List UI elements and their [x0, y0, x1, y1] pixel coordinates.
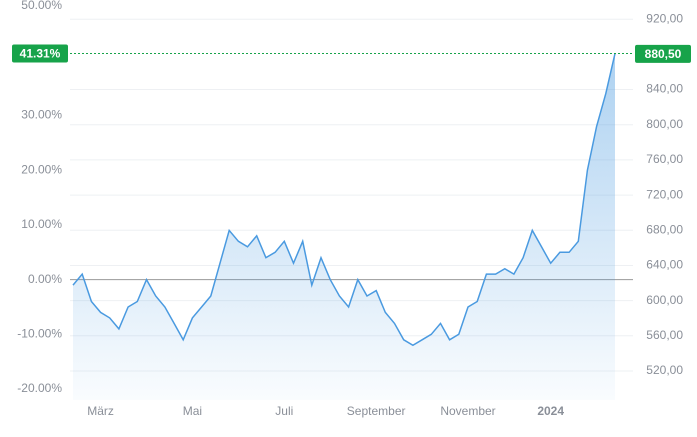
last-price-label: 880,50 [645, 47, 682, 61]
y2-tick-label: 520,00 [646, 363, 683, 377]
x-tick-label: November [440, 404, 495, 418]
y2-tick-label: 720,00 [646, 187, 683, 201]
x-tick-label: Juli [275, 404, 293, 418]
y2-tick-label: 600,00 [646, 293, 683, 307]
y2-tick-label: 920,00 [646, 11, 683, 25]
y-tick-label: 50.00% [21, 0, 62, 12]
y2-tick-label: 800,00 [646, 117, 683, 131]
y-tick-label: -20.00% [17, 381, 62, 395]
y2-tick-label: 840,00 [646, 82, 683, 96]
last-price-box [635, 44, 691, 63]
x-tick-label: März [87, 404, 114, 418]
area-fill [73, 53, 615, 400]
x-tick-label: 2024 [537, 404, 564, 418]
y2-tick-label: 760,00 [646, 152, 683, 166]
y2-tick-label: 680,00 [646, 222, 683, 236]
x-tick-label: September [347, 404, 406, 418]
y-tick-label: 10.00% [21, 217, 62, 231]
y-tick-label: 30.00% [21, 108, 62, 122]
last-value-box [12, 44, 68, 63]
line [72, 53, 616, 347]
y2-tick-label: 560,00 [646, 328, 683, 342]
y-tick-label: -10.00% [17, 327, 62, 341]
last-value-label: 41.31% [20, 47, 61, 61]
y2-tick-label: 640,00 [646, 258, 683, 272]
x-tick-label: Mai [183, 404, 202, 418]
y-tick-label: 0.00% [28, 272, 62, 286]
y-tick-label: 20.00% [21, 162, 62, 176]
